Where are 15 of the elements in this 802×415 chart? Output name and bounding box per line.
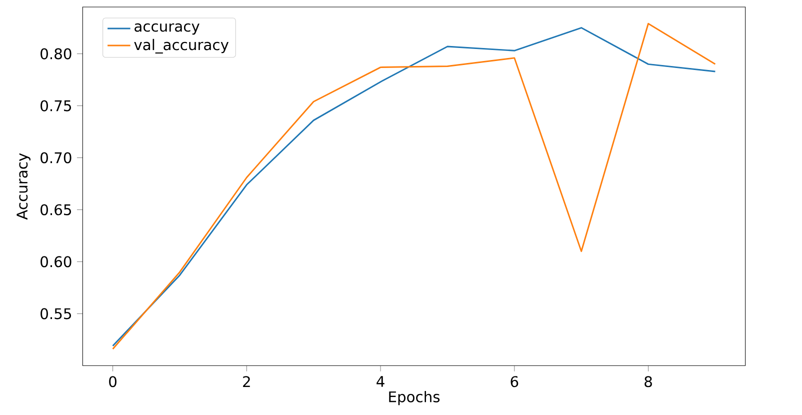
- y-tick-label: 0.70: [40, 152, 72, 164]
- x-tick-label: 8: [644, 376, 652, 388]
- y-tick-label: 0.55: [40, 308, 71, 320]
- legend-label: val_accuracy: [134, 38, 229, 54]
- legend-label: accuracy: [134, 23, 200, 35]
- y-tick-label: 0.75: [40, 100, 71, 112]
- x-tick-label: 4: [376, 376, 384, 387]
- x-axis-title: Epochs: [389, 390, 440, 406]
- y-tick-label: 0.65: [40, 204, 71, 216]
- x-tick-label: 2: [243, 376, 250, 387]
- y-axis-title: Accuracy: [16, 153, 30, 220]
- y-tick-label: 0.80: [40, 48, 72, 60]
- y-tick-label: 0.60: [40, 256, 72, 268]
- x-tick-label: 6: [510, 376, 518, 388]
- x-tick-label: 0: [109, 376, 116, 388]
